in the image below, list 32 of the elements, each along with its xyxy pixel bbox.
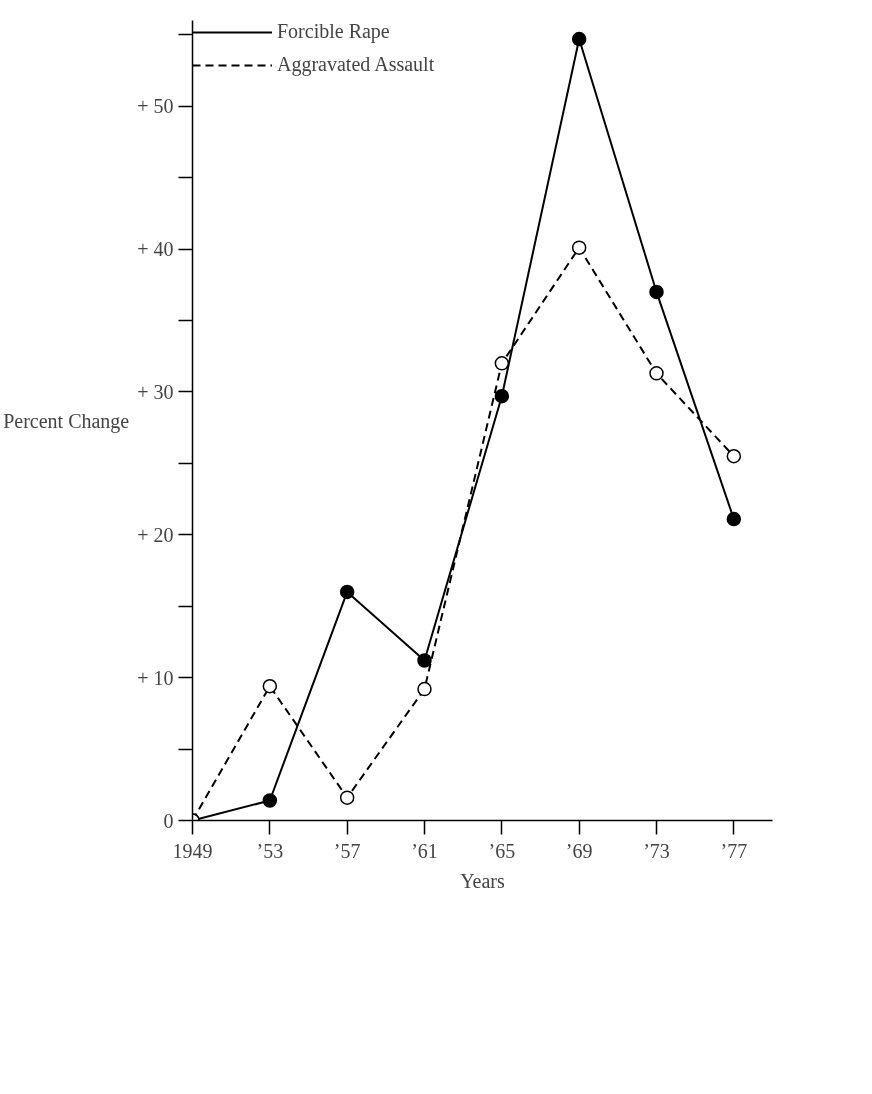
point [339,584,355,600]
legend-label: Forcible Rape [277,20,390,43]
point [571,240,587,255]
x-tick-label: ’65 [488,839,516,862]
y-axis-title: Percent Change [3,409,130,433]
x-tick-label: ’61 [411,839,438,862]
point [262,678,278,694]
x-tick-label: 1949 [172,839,213,862]
point [494,388,510,404]
y-tick-label: + 40 [137,238,174,261]
y-tick-label: + 30 [137,380,174,403]
point [571,31,587,47]
point [494,356,510,371]
y-tick-label: + 20 [137,523,174,546]
point [262,793,278,808]
point [417,681,432,697]
y-tick-label: + 10 [137,666,174,689]
legend-label: Aggravated Assault [277,53,435,76]
x-tick-label: ’77 [720,839,748,862]
point [726,448,742,464]
x-axis-title: Years [460,869,506,892]
x-tick-label: ’57 [333,839,361,862]
point [417,653,432,668]
y-tick-label: 0 [163,809,174,832]
y-tick-label: + 50 [137,95,174,118]
point [726,511,742,527]
x-tick-label: ’73 [643,839,670,862]
point [339,790,355,805]
point [649,366,664,381]
point [649,284,664,300]
x-tick-label: ’69 [565,839,593,862]
x-tick-label: ’53 [256,839,284,862]
